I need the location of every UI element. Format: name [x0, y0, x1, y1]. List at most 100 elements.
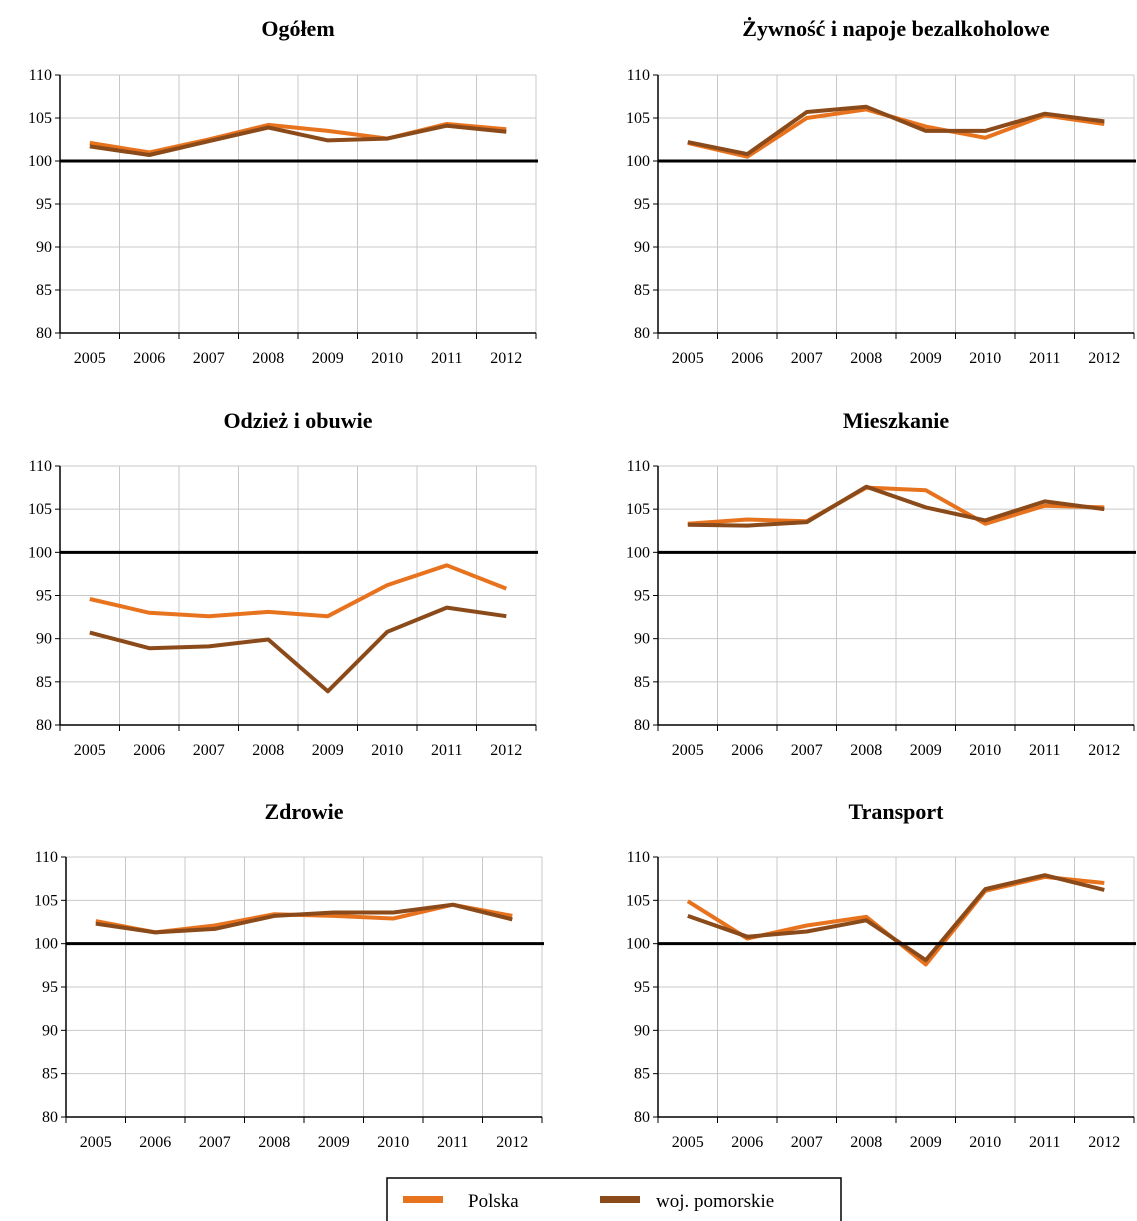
x-tick-label: 2005 [80, 1134, 112, 1151]
x-tick-label: 2012 [1088, 742, 1120, 759]
y-tick-label: 100 [626, 936, 650, 953]
legend-box [386, 1177, 842, 1221]
x-tick-label: 2007 [199, 1134, 231, 1151]
y-tick-label: 80 [36, 325, 52, 342]
y-tick-label: 90 [36, 239, 52, 256]
x-tick-label: 2009 [910, 1134, 942, 1151]
x-tick-label: 2009 [318, 1134, 350, 1151]
x-tick-label: 2009 [312, 742, 344, 759]
x-tick-label: 2012 [1088, 1134, 1120, 1151]
x-tick-label: 2005 [672, 1134, 704, 1151]
y-tick-label: 110 [29, 458, 52, 475]
x-tick-label: 2006 [731, 350, 763, 367]
x-tick-label: 2010 [969, 1134, 1001, 1151]
x-tick-label: 2007 [791, 742, 823, 759]
y-tick-label: 110 [29, 67, 52, 84]
y-tick-label: 95 [634, 979, 650, 996]
y-tick-label: 95 [634, 588, 650, 605]
x-tick-label: 2012 [490, 350, 522, 367]
y-tick-label: 80 [634, 325, 650, 342]
x-tick-label: 2011 [1029, 1134, 1060, 1151]
x-tick-label: 2010 [371, 350, 403, 367]
y-tick-label: 95 [634, 196, 650, 213]
x-tick-label: 2008 [850, 1134, 882, 1151]
x-tick-label: 2005 [672, 742, 704, 759]
x-tick-label: 2005 [74, 350, 106, 367]
series-line-polska [89, 563, 508, 619]
x-tick-label: 2007 [791, 1134, 823, 1151]
x-tick-label: 2012 [1088, 350, 1120, 367]
y-tick-label: 105 [626, 110, 650, 127]
x-tick-label: 2010 [969, 742, 1001, 759]
y-tick-label: 110 [627, 67, 650, 84]
y-tick-label: 90 [634, 239, 650, 256]
x-tick-label: 2007 [193, 742, 225, 759]
x-tick-label: 2009 [910, 742, 942, 759]
x-tick-label: 2008 [252, 350, 284, 367]
x-tick-label: 2006 [139, 1134, 171, 1151]
chart-title: Odzież i obuwie [223, 408, 372, 433]
x-tick-label: 2009 [312, 350, 344, 367]
y-tick-label: 85 [36, 282, 52, 299]
chart-title: Mieszkanie [843, 408, 950, 433]
y-tick-label: 85 [634, 1066, 650, 1083]
x-tick-label: 2008 [850, 742, 882, 759]
x-tick-label: 2007 [193, 350, 225, 367]
x-tick-label: 2011 [1029, 742, 1060, 759]
x-tick-label: 2011 [437, 1134, 468, 1151]
x-tick-label: 2010 [377, 1134, 409, 1151]
x-tick-label: 2006 [133, 350, 165, 367]
y-tick-label: 90 [634, 1022, 650, 1039]
chart-panel-4: Mieszkanie 80 85 90 95 100 105 110 2005 2006 2007 2… [626, 408, 1135, 759]
x-tick-label: 2005 [672, 350, 704, 367]
y-tick-label: 95 [36, 196, 52, 213]
series-line-pomorskie [95, 902, 513, 935]
legend-swatch [403, 1196, 443, 1203]
y-tick-label: 110 [627, 458, 650, 475]
legend-label: woj. pomorskie [656, 1191, 774, 1212]
y-tick-label: 110 [35, 849, 58, 866]
y-tick-label: 100 [626, 153, 650, 170]
x-tick-label: 2010 [969, 350, 1001, 367]
y-tick-label: 90 [42, 1022, 58, 1039]
x-tick-label: 2011 [431, 350, 462, 367]
y-tick-label: 105 [28, 110, 52, 127]
chart-panel-6: Transport 80 85 90 95 100 105 110 2005 2006 2007 20… [626, 799, 1135, 1151]
x-tick-label: 2011 [431, 742, 462, 759]
chart-title: Zdrowie [264, 799, 343, 824]
y-tick-label: 90 [634, 631, 650, 648]
series-line-pomorskie [89, 605, 507, 694]
y-tick-label: 105 [626, 501, 650, 518]
y-tick-label: 105 [28, 501, 52, 518]
series-line-pomorskie [687, 484, 1105, 528]
legend-swatch [600, 1196, 640, 1203]
x-tick-label: 2008 [252, 742, 284, 759]
chart-title: Żywność i napoje bezalkoholowe [742, 16, 1050, 41]
legend: Polska woj. pomorskie [386, 1177, 842, 1221]
legend-label: Polska [468, 1191, 519, 1212]
series-line-polska [687, 485, 1105, 526]
x-tick-label: 2006 [731, 742, 763, 759]
x-tick-label: 2010 [371, 742, 403, 759]
series-line-pomorskie [89, 123, 507, 157]
chart-title: Transport [849, 799, 945, 824]
chart-panel-1: Ogółem 80 85 90 95 100 105 110 2005 2006 2007 2008 2… [28, 16, 537, 367]
y-tick-label: 80 [634, 717, 650, 734]
y-tick-label: 100 [34, 936, 58, 953]
y-tick-label: 85 [634, 674, 650, 691]
chart-title: Ogółem [261, 16, 334, 41]
x-tick-label: 2008 [258, 1134, 290, 1151]
y-tick-label: 80 [42, 1109, 58, 1126]
y-tick-label: 100 [28, 544, 52, 561]
x-tick-label: 2008 [850, 350, 882, 367]
y-tick-label: 100 [626, 544, 650, 561]
x-tick-label: 2012 [490, 742, 522, 759]
y-tick-label: 100 [28, 153, 52, 170]
y-tick-label: 80 [634, 1109, 650, 1126]
y-tick-label: 85 [42, 1066, 58, 1083]
y-tick-label: 85 [36, 674, 52, 691]
y-tick-label: 105 [626, 892, 650, 909]
x-tick-label: 2006 [133, 742, 165, 759]
y-tick-label: 95 [36, 588, 52, 605]
